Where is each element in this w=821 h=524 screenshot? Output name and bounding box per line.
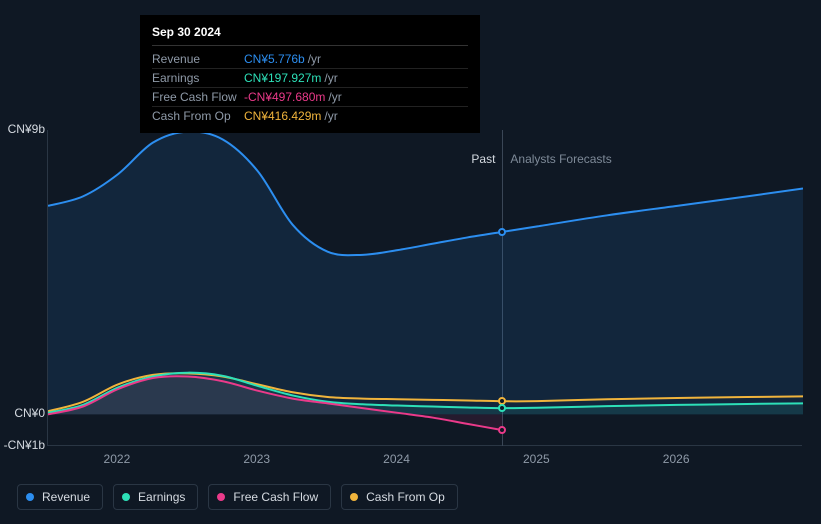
chart-legend: Revenue Earnings Free Cash Flow Cash From O… (17, 484, 458, 510)
tooltip-unit: /yr (308, 52, 321, 66)
tooltip-value: CN¥5.776b (244, 52, 305, 66)
x-axis-label: 2025 (523, 452, 550, 466)
legend-item-cash_from_op[interactable]: Cash From Op (341, 484, 458, 510)
plot-area[interactable]: PastAnalysts Forecasts (47, 130, 802, 446)
marker-revenue (498, 228, 506, 236)
x-axis-label: 2022 (104, 452, 131, 466)
tooltip-metric: Earnings (152, 71, 244, 85)
tooltip-unit: /yr (328, 90, 341, 104)
x-axis-label: 2026 (663, 452, 690, 466)
tooltip-value: -CN¥497.680m (244, 90, 325, 104)
tooltip-date: Sep 30 2024 (152, 25, 468, 46)
legend-label: Free Cash Flow (233, 490, 318, 504)
y-axis-label: CN¥9b (8, 122, 45, 136)
tooltip-metric: Revenue (152, 52, 244, 66)
legend-item-earnings[interactable]: Earnings (113, 484, 198, 510)
legend-dot-icon (350, 493, 358, 501)
tooltip-metric: Cash From Op (152, 109, 244, 123)
series-fill-revenue (48, 131, 803, 414)
legend-dot-icon (122, 493, 130, 501)
legend-label: Earnings (138, 490, 185, 504)
x-axis-label: 2023 (243, 452, 270, 466)
legend-item-fcf[interactable]: Free Cash Flow (208, 484, 331, 510)
legend-label: Cash From Op (366, 490, 445, 504)
chart-tooltip: Sep 30 2024 RevenueCN¥5.776b/yrEarningsC… (140, 15, 480, 133)
tooltip-row: EarningsCN¥197.927m/yr (152, 69, 468, 88)
tooltip-row: Cash From OpCN¥416.429m/yr (152, 107, 468, 125)
tooltip-unit: /yr (324, 71, 337, 85)
marker-earnings (498, 404, 506, 412)
y-axis-label: -CN¥1b (4, 438, 45, 452)
tooltip-row: Free Cash Flow-CN¥497.680m/yr (152, 88, 468, 107)
chart-svg (48, 130, 803, 446)
y-axis-label: CN¥0 (14, 406, 45, 420)
legend-label: Revenue (42, 490, 90, 504)
tooltip-row: RevenueCN¥5.776b/yr (152, 50, 468, 69)
x-axis-label: 2024 (383, 452, 410, 466)
legend-dot-icon (217, 493, 225, 501)
tooltip-value: CN¥197.927m (244, 71, 321, 85)
tooltip-metric: Free Cash Flow (152, 90, 244, 104)
tooltip-unit: /yr (324, 109, 337, 123)
legend-item-revenue[interactable]: Revenue (17, 484, 103, 510)
legend-dot-icon (26, 493, 34, 501)
marker-fcf (498, 426, 506, 434)
tooltip-value: CN¥416.429m (244, 109, 321, 123)
